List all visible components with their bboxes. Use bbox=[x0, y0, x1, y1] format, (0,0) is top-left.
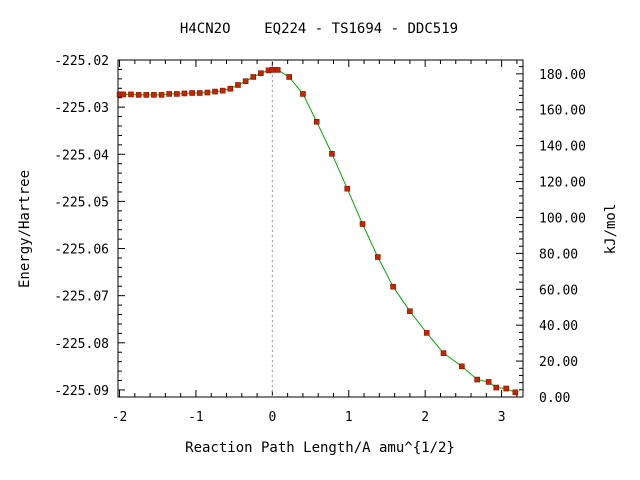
y-tick-label: -225.06 bbox=[54, 243, 109, 258]
data-point-marker bbox=[128, 91, 134, 98]
data-point-marker bbox=[344, 185, 351, 192]
x-axis-tick-labels: -2 -1 0 1 2 3 bbox=[112, 410, 506, 425]
data-point-marker bbox=[120, 91, 127, 98]
data-point-marker bbox=[359, 221, 366, 227]
data-point-marker bbox=[250, 74, 257, 80]
data-point-marker bbox=[204, 89, 211, 96]
y2-tick-label: 20.00 bbox=[539, 355, 578, 370]
data-point-marker bbox=[174, 91, 180, 97]
x-axis-label: Reaction Path Length/A amu^{1/2} bbox=[185, 440, 455, 456]
data-point-marker bbox=[189, 90, 195, 96]
chart-title: H4CN2O EQ224 - TS1694 - DDC519 bbox=[180, 21, 458, 37]
data-point-marker bbox=[313, 118, 320, 125]
data-point-marker bbox=[181, 90, 188, 97]
y-tick-label: -225.09 bbox=[54, 384, 109, 399]
tick-marks bbox=[118, 59, 523, 398]
data-point-marker bbox=[143, 92, 150, 98]
plot-area-frame bbox=[117, 59, 524, 398]
x-tick-label: 3 bbox=[498, 410, 506, 425]
data-point-marker bbox=[242, 78, 249, 85]
x-tick-label: -2 bbox=[112, 410, 128, 425]
data-point-marker bbox=[235, 82, 241, 88]
y2-tick-label: 40.00 bbox=[539, 319, 578, 334]
data-point-marker bbox=[407, 308, 413, 315]
y2-tick-label: 120.00 bbox=[539, 176, 586, 191]
y2-axis-tick-labels: 180.00 160.00 140.00 120.00 100.00 80.00 60.00… bbox=[539, 68, 586, 406]
energy-curve-line bbox=[119, 69, 516, 393]
data-points bbox=[116, 67, 519, 396]
data-point-marker bbox=[258, 70, 264, 76]
y-axis-label: Energy/Hartree bbox=[17, 170, 33, 288]
y2-tick-label: 160.00 bbox=[539, 104, 586, 119]
data-point-marker bbox=[440, 350, 447, 356]
data-point-marker bbox=[219, 87, 226, 94]
y2-tick-label: 60.00 bbox=[539, 283, 578, 298]
y-tick-label: -225.02 bbox=[54, 54, 109, 69]
data-point-marker bbox=[286, 74, 292, 80]
data-point-marker bbox=[158, 92, 165, 98]
y-tick-label: -225.03 bbox=[54, 101, 109, 116]
x-tick-label: -1 bbox=[188, 410, 204, 425]
y2-tick-label: 0.00 bbox=[539, 391, 570, 406]
y-tick-label: -225.05 bbox=[54, 195, 109, 210]
y2-tick-label: 180.00 bbox=[539, 68, 586, 83]
data-point-marker bbox=[227, 85, 234, 92]
data-point-marker bbox=[512, 389, 519, 396]
y-axis-tick-labels: -225.02 -225.03 -225.04 -225.05 -225.06 -225.… bbox=[54, 54, 109, 399]
data-point-marker bbox=[474, 376, 480, 383]
data-point-marker bbox=[423, 330, 430, 336]
data-point-marker bbox=[375, 254, 381, 260]
data-point-marker bbox=[212, 88, 218, 95]
data-point-marker bbox=[196, 90, 203, 96]
data-point-marker bbox=[493, 384, 500, 391]
data-point-marker bbox=[485, 379, 492, 385]
data-point-marker bbox=[166, 91, 172, 97]
y-tick-label: -225.08 bbox=[54, 337, 109, 352]
x-tick-label: 2 bbox=[421, 410, 429, 425]
x-tick-label: 0 bbox=[268, 410, 276, 425]
data-point-marker bbox=[274, 67, 281, 73]
y2-axis-label: kJ/mol bbox=[603, 204, 619, 255]
y2-tick-label: 100.00 bbox=[539, 211, 586, 226]
y2-tick-label: 140.00 bbox=[539, 140, 586, 155]
data-point-marker bbox=[329, 150, 335, 157]
data-point-marker bbox=[390, 283, 396, 290]
data-point-marker bbox=[459, 363, 465, 370]
data-point-marker bbox=[300, 91, 306, 97]
data-point-marker bbox=[135, 92, 142, 98]
y-tick-label: -225.07 bbox=[54, 290, 109, 305]
data-point-marker bbox=[151, 92, 157, 98]
data-point-marker bbox=[269, 67, 276, 73]
data-point-marker bbox=[503, 385, 509, 392]
y-tick-label: -225.04 bbox=[54, 148, 109, 163]
y2-tick-label: 80.00 bbox=[539, 247, 578, 262]
x-tick-label: 1 bbox=[345, 410, 353, 425]
